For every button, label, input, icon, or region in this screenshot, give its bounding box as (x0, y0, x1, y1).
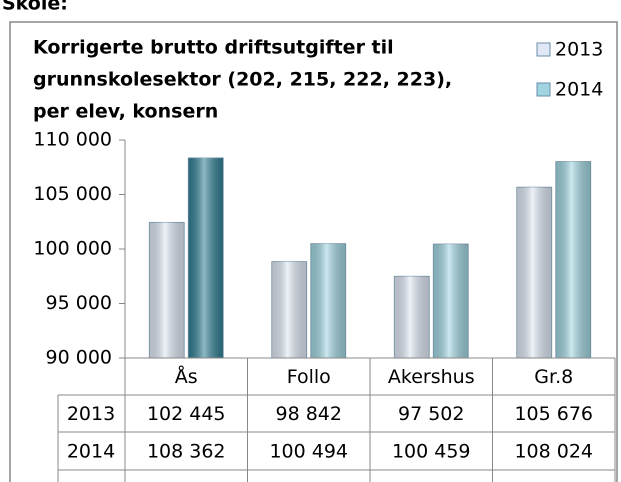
bar-shade (271, 261, 307, 358)
bar-shade (394, 276, 430, 358)
chart-title: grunnskolesektor (202, 215, 222, 223), (33, 69, 452, 91)
y-tick-label: 90 000 (46, 347, 112, 369)
y-tick-label: 110 000 (33, 129, 112, 151)
chart-title: Korrigerte brutto driftsutgifter til (33, 37, 394, 59)
y-tick-label: 100 000 (33, 238, 112, 260)
legend-swatch (536, 82, 551, 97)
page-header: Skole: (2, 0, 68, 15)
y-tick-label: 105 000 (33, 183, 112, 205)
y-tick-label: 95 000 (46, 292, 112, 314)
x-tick-label: Follo (287, 366, 331, 388)
bar-shade (433, 243, 469, 358)
legend-label: 2014 (555, 79, 603, 101)
data-label: 98 842 (276, 403, 342, 425)
data-label: 97 502 (398, 403, 464, 425)
x-tick-label: Akershus (388, 366, 475, 388)
x-tick-label: Ås (175, 365, 198, 388)
bar-shade (516, 187, 552, 358)
chart-title: per elev, konsern (33, 101, 218, 123)
data-label: 100 459 (392, 441, 471, 463)
data-label: 102 445 (147, 403, 226, 425)
data-label: 100 494 (269, 441, 348, 463)
bar-shade (188, 157, 224, 358)
legend-swatch (536, 42, 551, 57)
table-row-label: 2014 (67, 441, 115, 463)
table-row-label: 2013 (67, 403, 115, 425)
bar-shade (555, 161, 591, 358)
data-label: 105 676 (514, 403, 593, 425)
data-label: 108 362 (147, 441, 226, 463)
bar-shade (310, 243, 346, 358)
bar-shade (149, 222, 185, 358)
data-label: 108 024 (514, 441, 593, 463)
x-tick-label: Gr.8 (534, 366, 573, 388)
chart-frame (9, 21, 618, 482)
legend-label: 2013 (555, 39, 603, 61)
